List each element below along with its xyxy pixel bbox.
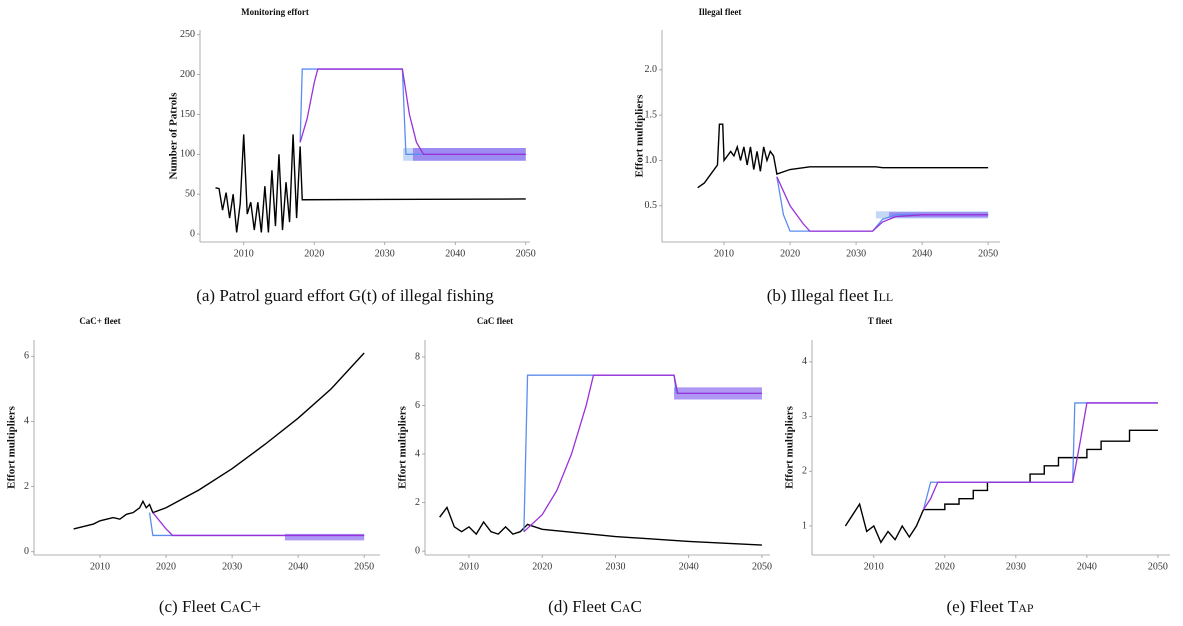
caption-text: (a) Patrol guard effort G(t) of illegal … (196, 286, 494, 305)
y-tick-label: 1.0 (645, 155, 658, 166)
y-tick-label: 0 (190, 228, 195, 239)
series-line (776, 176, 989, 232)
series-line (922, 402, 1158, 510)
series-line (215, 134, 526, 233)
x-tick-label: 2030 (375, 248, 395, 259)
caption-name: Ill (872, 286, 894, 305)
x-tick-label: 2020 (156, 561, 176, 572)
chart-title: Illegal fleet (699, 7, 742, 17)
caption-name: CaC (610, 597, 642, 616)
y-tick-label: 4 (415, 448, 420, 459)
y-axis-label: Effort multipliers (6, 405, 18, 489)
y-tick-label: 1 (802, 520, 807, 531)
chart-title: Monitoring effort (241, 7, 309, 17)
caption-text: (c) Fleet (158, 597, 216, 616)
x-tick-label: 2010 (864, 561, 884, 572)
x-tick-label: 2030 (1006, 561, 1026, 572)
x-tick-label: 2010 (459, 561, 479, 572)
x-tick-label: 2040 (288, 561, 308, 572)
x-tick-label: 2020 (304, 248, 324, 259)
caption-name: Tap (1007, 597, 1034, 616)
x-tick-label: 2020 (532, 561, 552, 572)
y-tick-label: 2.0 (645, 64, 658, 75)
x-tick-label: 2030 (605, 561, 625, 572)
series-line (299, 68, 526, 155)
series-line (73, 352, 365, 530)
chart-title: CaC fleet (477, 316, 513, 326)
caption: (d) Fleet CaC (548, 597, 642, 617)
chart-title: CaC+ fleet (79, 316, 120, 326)
y-tick-label: 150 (180, 109, 195, 120)
x-tick-label: 2050 (752, 561, 772, 572)
y-tick-label: 0 (415, 545, 420, 556)
y-tick-label: 3 (802, 411, 807, 422)
y-tick-label: 50 (185, 188, 195, 199)
y-axis-label: Effort multipliers (634, 94, 646, 178)
series-line (152, 512, 365, 537)
y-tick-label: 4 (24, 416, 29, 427)
y-tick-label: 250 (180, 29, 195, 40)
y-tick-label: 0.5 (645, 200, 658, 211)
y-tick-label: 0 (24, 546, 29, 557)
y-axis-label: Effort multipliers (397, 405, 409, 489)
y-tick-label: 2 (415, 497, 420, 508)
ci-band (284, 533, 365, 541)
series-line (439, 506, 762, 546)
series-line (776, 176, 989, 232)
series-line (922, 402, 1158, 510)
caption: (e) Fleet Tap (946, 597, 1033, 617)
y-tick-label: 6 (24, 351, 29, 362)
y-tick-label: 2 (24, 481, 29, 492)
y-tick-label: 1.5 (645, 109, 658, 120)
y-axis-label: Number of Patrols (168, 92, 180, 180)
y-tick-label: 8 (415, 351, 420, 362)
caption: (c) Fleet CaC+ (159, 597, 261, 617)
y-tick-label: 6 (415, 400, 420, 411)
x-tick-label: 2040 (445, 248, 465, 259)
x-tick-label: 2020 (780, 248, 800, 259)
x-tick-label: 2030 (222, 561, 242, 572)
x-tick-label: 2040 (1077, 561, 1097, 572)
x-tick-label: 2040 (679, 561, 699, 572)
caption-text: (e) Fleet (946, 597, 1004, 616)
series-line (148, 512, 365, 537)
x-tick-label: 2010 (714, 248, 734, 259)
x-tick-label: 2020 (935, 561, 955, 572)
x-tick-label: 2050 (354, 561, 374, 572)
x-tick-label: 2030 (846, 248, 866, 259)
x-tick-label: 2040 (912, 248, 932, 259)
y-tick-label: 2 (802, 466, 807, 477)
series-line (844, 429, 1158, 544)
y-axis-label: Effort multipliers (784, 405, 796, 489)
y-tick-label: 200 (180, 69, 195, 80)
x-tick-label: 2010 (90, 561, 110, 572)
caption-name: CaC+ (220, 597, 262, 616)
caption-text: (b) Illegal fleet (766, 286, 869, 305)
series-line (697, 123, 989, 189)
caption: (b) Illegal fleet Ill (767, 286, 894, 306)
caption-text: (d) Fleet (548, 597, 607, 616)
y-tick-label: 100 (180, 149, 195, 160)
x-tick-label: 2050 (516, 248, 536, 259)
y-tick-label: 4 (802, 356, 807, 367)
x-tick-label: 2010 (234, 248, 254, 259)
series-line (523, 374, 762, 533)
caption: (a) Patrol guard effort G(t) of illegal … (196, 286, 494, 306)
x-tick-label: 2050 (978, 248, 998, 259)
chart-title: T fleet (868, 316, 893, 326)
x-tick-label: 2050 (1148, 561, 1168, 572)
series-line (299, 68, 526, 155)
